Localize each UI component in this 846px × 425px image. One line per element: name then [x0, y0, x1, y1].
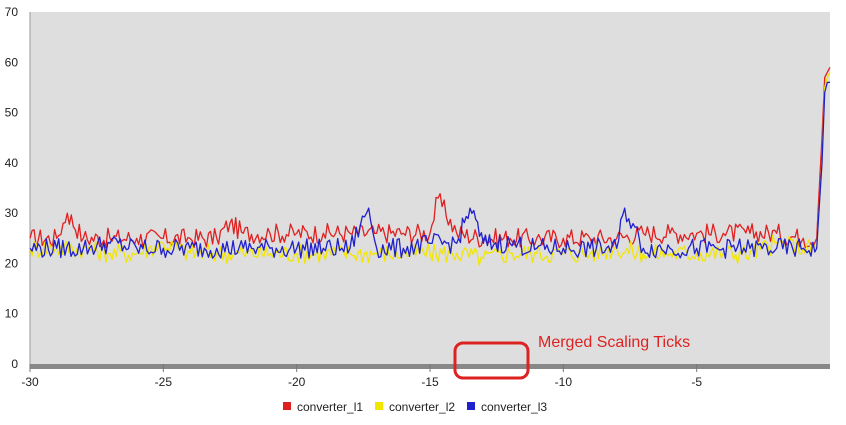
- series-lines: [29, 66, 831, 267]
- plot-background: [30, 12, 830, 364]
- y-tick-label: 40: [5, 156, 19, 170]
- legend: converter_l1 converter_l2 converter_l3: [283, 400, 547, 414]
- y-tick-label: 10: [5, 307, 19, 321]
- y-axis: 0 10 20 30 40 50 60 70: [5, 5, 19, 371]
- x-tick-label: -10: [555, 375, 573, 389]
- series-line-converter_l2: [29, 71, 831, 267]
- y-tick-label: 0: [11, 357, 18, 371]
- legend-swatch: [467, 402, 475, 410]
- y-tick-label: 70: [5, 5, 19, 19]
- series-line-converter_l3: [29, 81, 830, 259]
- x-tick-label: -15: [421, 375, 439, 389]
- x-tick-label: -20: [288, 375, 306, 389]
- annotation-highlight-box: [453, 341, 530, 380]
- legend-swatch: [283, 402, 291, 410]
- plot-area: [29, 12, 830, 369]
- legend-label: converter_l3: [481, 400, 547, 414]
- legend-label: converter_l2: [389, 400, 455, 414]
- annotation: Merged Scaling Ticks: [453, 334, 690, 380]
- x-tick-label: -30: [21, 375, 39, 389]
- y-tick-label: 50: [5, 106, 19, 120]
- y-tick-label: 30: [5, 206, 19, 220]
- series-line-converter_l1: [29, 66, 831, 249]
- legend-swatch: [375, 402, 383, 410]
- x-tick-label: -25: [155, 375, 173, 389]
- y-tick-label: 20: [5, 256, 19, 270]
- y-tick-label: 60: [5, 55, 19, 69]
- legend-label: converter_l1: [297, 400, 363, 414]
- annotation-label: Merged Scaling Ticks: [538, 334, 690, 351]
- x-tick-label: -5: [691, 375, 702, 389]
- x-axis: -30 -25 -20 -15 -10 -5: [21, 364, 702, 389]
